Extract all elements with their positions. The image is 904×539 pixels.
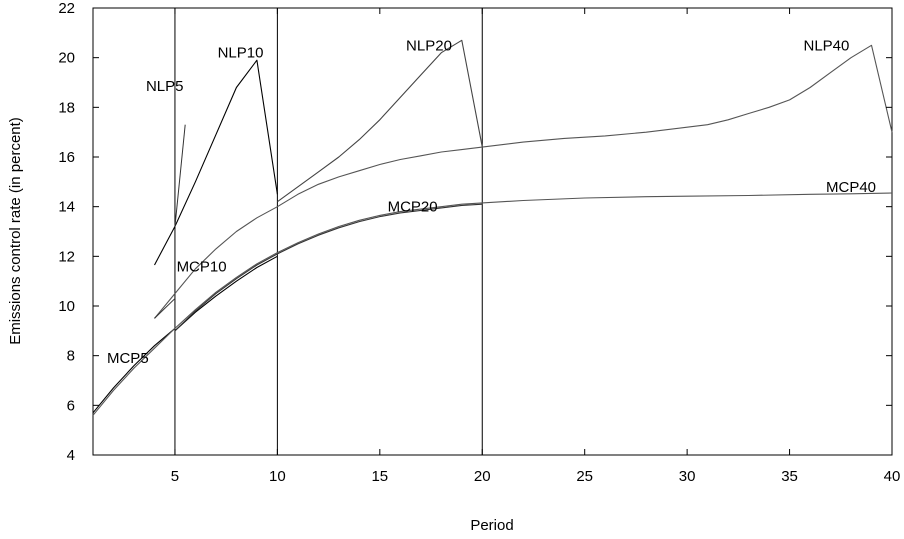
series-label-mcp10: MCP10 — [177, 258, 227, 275]
series-line-mcp5 — [92, 327, 176, 414]
series-layer — [92, 39, 893, 416]
x-tick-label: 20 — [474, 468, 491, 485]
x-axis: 5 10 15 20 25 30 35 40 — [171, 8, 901, 485]
y-tick-label: 18 — [58, 99, 75, 116]
series-label-nlp5: NLP5 — [146, 78, 184, 95]
x-tick-label: 15 — [371, 468, 388, 485]
y-axis: 4 6 8 10 12 14 16 18 20 22 — [58, 0, 892, 464]
y-tick-label: 22 — [58, 0, 75, 17]
x-axis-title: Period — [470, 517, 513, 534]
y-axis-title: Emissions control rate (in percent) — [7, 117, 24, 345]
series-label-mcp5: MCP5 — [107, 350, 149, 367]
label-pointers — [154, 124, 186, 319]
x-tick-label: 40 — [884, 468, 901, 485]
y-tick-label: 8 — [67, 348, 75, 365]
series-label-nlp10: NLP10 — [218, 45, 264, 62]
y-tick-label: 6 — [67, 397, 75, 414]
x-tick-label: 5 — [171, 468, 179, 485]
y-tick-label: 12 — [58, 248, 75, 265]
y-tick-label: 16 — [58, 149, 75, 166]
series-label-nlp40: NLP40 — [804, 37, 850, 54]
y-tick-label: 10 — [58, 298, 75, 315]
plot-frame — [92, 7, 893, 456]
x-tick-label: 25 — [576, 468, 593, 485]
pointer-mcp5 — [154, 298, 176, 319]
series-line-nlp5 — [154, 226, 176, 266]
series-label-mcp20: MCP20 — [388, 199, 438, 216]
series-line-mcp40 — [92, 192, 893, 416]
x-tick-label: 30 — [679, 468, 696, 485]
x-tick-label: 35 — [781, 468, 798, 485]
series-label-mcp40: MCP40 — [826, 179, 876, 196]
y-tick-label: 14 — [58, 199, 75, 216]
series-labels: NLP5 NLP10 NLP20 NLP40 MCP5 MCP10 MCP20 MCP40 — [107, 37, 876, 367]
y-tick-label: 20 — [58, 50, 75, 67]
y-tick-label: 4 — [67, 447, 75, 464]
series-line-mcp20 — [174, 203, 483, 332]
series-line-nlp20 — [277, 39, 483, 203]
period-markers — [174, 8, 483, 455]
series-label-nlp20: NLP20 — [406, 37, 452, 54]
series-line-nlp10 — [174, 59, 278, 227]
x-tick-label: 10 — [269, 468, 286, 485]
series-line-mcp10 — [174, 255, 278, 332]
pointer-nlp5 — [174, 124, 186, 227]
series-line-nlp40 — [154, 44, 893, 319]
